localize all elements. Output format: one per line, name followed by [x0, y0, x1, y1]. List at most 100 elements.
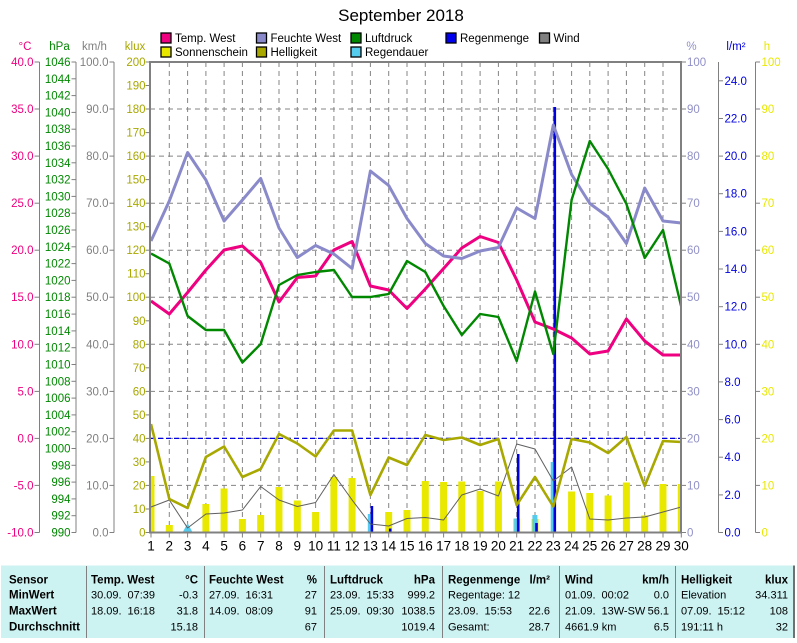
svg-text:8.0: 8.0 [725, 377, 741, 389]
svg-text:1008: 1008 [45, 376, 71, 388]
svg-text:120: 120 [126, 245, 145, 257]
svg-text:11: 11 [327, 539, 341, 554]
svg-text:klux: klux [765, 575, 789, 587]
svg-text:50: 50 [133, 410, 146, 422]
svg-text:12: 12 [345, 539, 360, 554]
svg-text:1026: 1026 [45, 225, 71, 237]
svg-text:25: 25 [582, 539, 597, 554]
svg-text:1006: 1006 [45, 393, 71, 405]
svg-text:40.0: 40.0 [11, 57, 33, 69]
svg-text:1: 1 [147, 539, 155, 554]
svg-text:90: 90 [687, 104, 700, 116]
svg-text:100: 100 [762, 57, 781, 69]
svg-text:6.0: 6.0 [725, 415, 741, 427]
svg-text:32: 32 [776, 622, 788, 634]
svg-text:15:33: 15:33 [367, 590, 395, 602]
svg-text:Regentage: 12: Regentage: 12 [448, 590, 520, 602]
svg-text:994: 994 [51, 494, 71, 506]
svg-text:1014: 1014 [45, 326, 71, 338]
svg-text:2.0: 2.0 [725, 490, 741, 502]
svg-text:140: 140 [126, 198, 145, 210]
svg-text:60.0: 60.0 [86, 245, 108, 257]
svg-text:16: 16 [418, 539, 433, 554]
svg-text:18.09.: 18.09. [91, 606, 122, 618]
svg-text:10.0: 10.0 [86, 480, 108, 492]
svg-text:26: 26 [601, 539, 616, 554]
svg-text:4661.9 km: 4661.9 km [565, 622, 616, 634]
svg-text:22.6: 22.6 [529, 606, 550, 618]
svg-text:30: 30 [674, 539, 689, 554]
svg-text:°C: °C [185, 575, 198, 587]
svg-text:1000: 1000 [45, 444, 71, 456]
svg-text:MaxWert: MaxWert [9, 606, 57, 618]
svg-text:1028: 1028 [45, 208, 71, 220]
svg-text:Temp. West: Temp. West [175, 33, 236, 45]
svg-text:1042: 1042 [45, 91, 71, 103]
svg-text:1004: 1004 [45, 410, 71, 422]
svg-text:klux: klux [125, 41, 146, 53]
svg-text:1020: 1020 [45, 275, 71, 287]
svg-text:Regenmenge: Regenmenge [448, 575, 520, 587]
svg-text:21: 21 [509, 539, 524, 554]
svg-text:Helligkeit: Helligkeit [271, 47, 318, 59]
svg-text:20: 20 [762, 433, 775, 445]
svg-text:1034: 1034 [45, 158, 71, 170]
svg-text:19: 19 [473, 539, 488, 554]
svg-text:9: 9 [294, 539, 302, 554]
svg-text:0.0: 0.0 [18, 433, 34, 445]
svg-text:16.0: 16.0 [725, 226, 747, 238]
svg-text:00:02: 00:02 [602, 590, 630, 602]
svg-text:20: 20 [491, 539, 506, 554]
svg-text:40: 40 [133, 433, 146, 445]
svg-text:35.0: 35.0 [11, 104, 33, 116]
svg-text:1024: 1024 [45, 242, 71, 254]
svg-text:15: 15 [399, 539, 414, 554]
svg-text:14.0: 14.0 [725, 264, 747, 276]
svg-text:25.09.: 25.09. [330, 606, 361, 618]
svg-text:18: 18 [454, 539, 469, 554]
svg-text:01.09.: 01.09. [565, 590, 596, 602]
svg-text:6: 6 [239, 539, 247, 554]
svg-text:23.09.: 23.09. [448, 606, 479, 618]
svg-text:150: 150 [126, 175, 145, 187]
svg-text:08:09: 08:09 [246, 606, 274, 618]
svg-text:160: 160 [126, 151, 145, 163]
svg-text:15.0: 15.0 [11, 292, 33, 304]
svg-text:80: 80 [762, 151, 775, 163]
svg-text:hPa: hPa [49, 41, 70, 53]
svg-text:998: 998 [51, 460, 70, 472]
svg-text:15.18: 15.18 [170, 622, 198, 634]
svg-text:990: 990 [51, 528, 70, 540]
svg-text:20: 20 [133, 480, 146, 492]
svg-text:130: 130 [126, 222, 145, 234]
svg-text:40: 40 [687, 339, 700, 351]
svg-text:1002: 1002 [45, 427, 71, 439]
svg-text:l/m²: l/m² [530, 575, 551, 587]
svg-text:13W-SW: 13W-SW [602, 606, 646, 618]
svg-text:10: 10 [687, 480, 700, 492]
svg-text:0: 0 [762, 528, 768, 540]
svg-text:0: 0 [687, 528, 693, 540]
svg-text:1019.4: 1019.4 [401, 622, 435, 634]
svg-text:September 2018: September 2018 [338, 6, 464, 25]
svg-text:Feuchte West: Feuchte West [209, 575, 284, 587]
svg-text:07:39: 07:39 [128, 590, 156, 602]
svg-text:108: 108 [770, 606, 788, 618]
svg-text:13: 13 [363, 539, 378, 554]
svg-text:1010: 1010 [45, 360, 71, 372]
svg-text:30.0: 30.0 [86, 386, 108, 398]
svg-text:Helligkeit: Helligkeit [681, 575, 732, 587]
svg-text:18.0: 18.0 [725, 189, 747, 201]
svg-text:100.0: 100.0 [80, 57, 109, 69]
svg-text:70: 70 [762, 198, 775, 210]
svg-text:Wind: Wind [554, 33, 580, 45]
svg-text:-10.0: -10.0 [7, 528, 33, 540]
svg-text:km/h: km/h [82, 41, 107, 53]
svg-text:1044: 1044 [45, 74, 71, 86]
svg-text:50: 50 [687, 292, 700, 304]
svg-text:14.09.: 14.09. [209, 606, 240, 618]
svg-text:3: 3 [184, 539, 192, 554]
svg-text:90: 90 [762, 104, 775, 116]
svg-text:10: 10 [308, 539, 323, 554]
svg-text:24: 24 [564, 539, 580, 554]
